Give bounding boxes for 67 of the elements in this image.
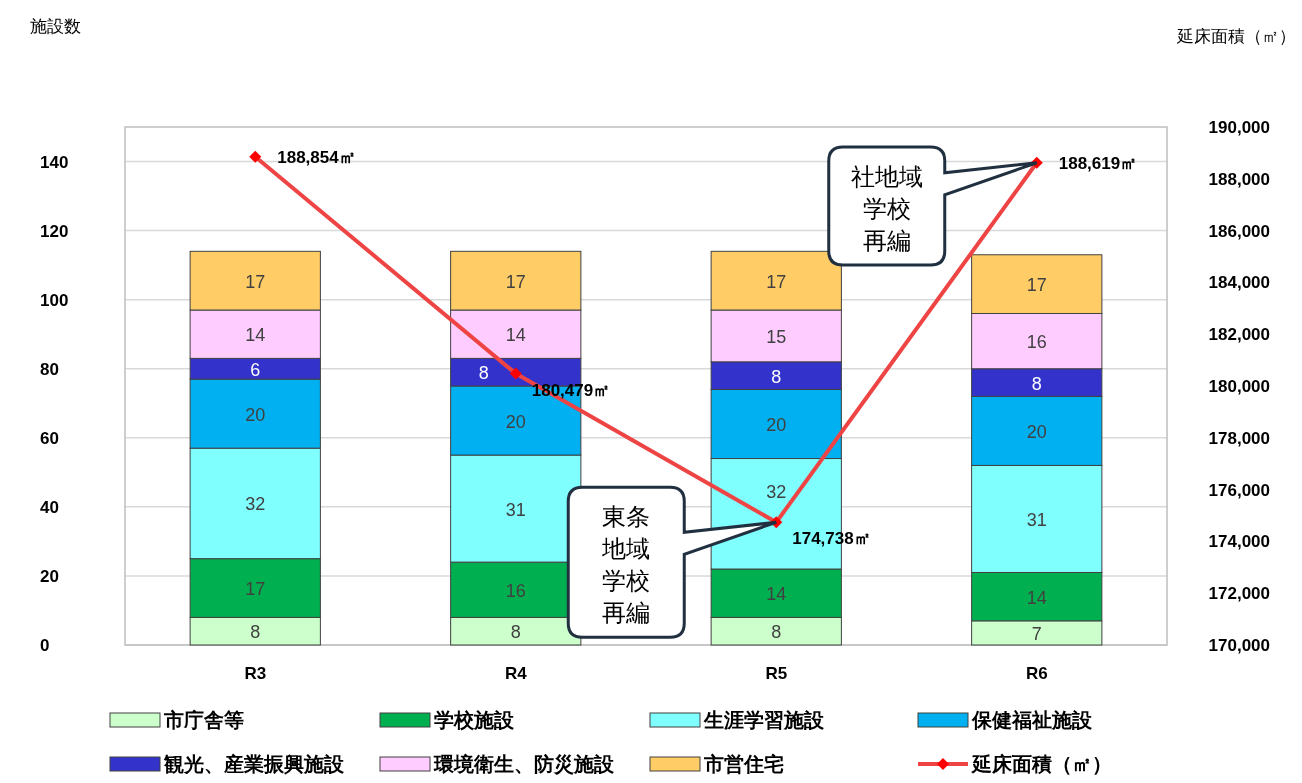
- data-label: 188,854㎡: [277, 147, 356, 167]
- y2-tick-label: 182,000: [1208, 325, 1270, 345]
- data-label: 188,619㎡: [1058, 153, 1138, 173]
- data-label: 8: [771, 622, 782, 643]
- y2-tick-label: 172,000: [1208, 584, 1270, 604]
- data-label: 14: [505, 325, 526, 346]
- legend-label: 学校施設: [434, 709, 515, 731]
- y-tick-label: 40: [40, 497, 59, 517]
- y2-tick-label: 178,000: [1208, 428, 1270, 448]
- legend-label: 環境衛生、防災施設: [433, 753, 615, 775]
- callout: 社地域学校再編: [827, 145, 1039, 267]
- data-label: 17: [245, 271, 266, 292]
- x-tick-label: R3: [244, 664, 267, 683]
- y2-tick-label: 186,000: [1208, 221, 1270, 241]
- data-label: 17: [505, 271, 526, 292]
- y2-tick-label: 184,000: [1208, 273, 1270, 293]
- data-label: 8: [478, 363, 489, 384]
- y-axis-title: 施設数: [30, 17, 81, 36]
- data-label: 20: [245, 404, 266, 425]
- y-tick-label: 140: [40, 152, 69, 172]
- y-tick-label: 0: [40, 636, 50, 655]
- x-tick-label: R6: [1025, 664, 1048, 683]
- data-label: 14: [245, 325, 266, 346]
- x-tick-label: R4: [504, 664, 528, 683]
- data-label: 15: [766, 326, 787, 347]
- legend-label: 観光、産業振興施設: [163, 753, 345, 775]
- legend-label: 市庁舎等: [163, 709, 244, 731]
- annotation: 社地域学校再編: [850, 163, 923, 254]
- data-label: 31: [1026, 509, 1047, 530]
- legend-label: 生涯学習施設: [703, 709, 825, 731]
- legend-label: 延床面積（㎡）: [970, 753, 1112, 775]
- annotation: 東条地域学校再編: [601, 503, 651, 627]
- data-label: 7: [1031, 623, 1042, 644]
- data-label: 20: [1026, 421, 1047, 442]
- y-tick-label: 120: [40, 221, 69, 241]
- data-label: 16: [1026, 332, 1047, 353]
- data-label: 20: [766, 414, 787, 435]
- y2-tick-label: 176,000: [1208, 480, 1270, 500]
- data-label: 8: [250, 622, 261, 643]
- data-label: 32: [766, 482, 787, 503]
- data-label: 14: [1026, 587, 1047, 608]
- data-label: 8: [510, 622, 521, 643]
- data-label: 17: [766, 271, 787, 292]
- y2-tick-label: 188,000: [1208, 169, 1270, 189]
- data-label: 17: [245, 579, 266, 600]
- data-label: 14: [766, 584, 787, 605]
- y2-tick-label: 170,000: [1208, 636, 1270, 655]
- x-tick-label: R5: [765, 664, 788, 683]
- y-tick-label: 100: [40, 290, 69, 310]
- y2-tick-label: 180,000: [1208, 377, 1270, 396]
- data-label: 16: [505, 580, 526, 601]
- data-label: 180,479㎡: [531, 380, 611, 400]
- data-label: 31: [505, 499, 526, 520]
- y-tick-label: 60: [40, 428, 59, 448]
- legend-label: 市営住宅: [703, 753, 784, 775]
- data-label: 20: [505, 411, 526, 432]
- legend-label: 保健福祉施設: [971, 709, 1093, 731]
- data-label: 6: [250, 359, 261, 380]
- data-label: 8: [1031, 373, 1042, 394]
- data-label: 32: [245, 494, 266, 515]
- data-label: 17: [1026, 275, 1047, 296]
- y2-axis-title: 延床面積（㎡）: [1176, 27, 1296, 46]
- y-tick-label: 80: [40, 359, 59, 379]
- y2-tick-label: 190,000: [1208, 118, 1270, 137]
- y-tick-label: 20: [40, 566, 59, 586]
- y2-tick-label: 174,000: [1208, 532, 1270, 552]
- data-label: 8: [771, 366, 782, 387]
